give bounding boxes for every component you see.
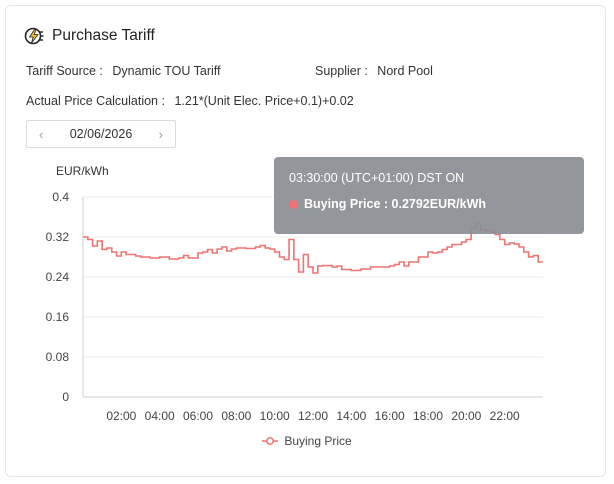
chart-tooltip: 03:30:00 (UTC+01:00) DST ON Buying Price… [274,157,584,234]
price-chart[interactable]: 0 0.08 0.16 0.24 0.32 0.4 02:00 04:00 06:00 08:00… [0,0,614,434]
y-tick-label: 0.08 [46,350,70,364]
date-picker[interactable]: ‹ 02/06/2026 › [26,120,176,148]
supplier: Supplier : Nord Pool [315,64,433,78]
y-tick-label: 0.4 [52,190,69,204]
x-tick-label: 18:00 [413,409,443,423]
lightning-icon [24,27,44,45]
chevron-right-icon[interactable]: › [158,126,163,142]
tariff-source-value: Dynamic TOU Tariff [112,64,221,78]
x-tick-label: 16:00 [375,409,405,423]
panel-header: Purchase Tariff [24,26,155,46]
supplier-value: Nord Pool [377,64,433,78]
legend-label: Buying Price [284,434,352,448]
tariff-source: Tariff Source : Dynamic TOU Tariff [26,64,221,78]
page-title: Purchase Tariff [52,27,155,44]
x-tick-label: 10:00 [260,409,290,423]
purchase-tariff-card [5,5,606,477]
y-axis-unit: EUR/kWh [56,164,109,178]
y-tick-label: 0.24 [46,270,70,284]
date-value[interactable]: 02/06/2026 [69,127,133,141]
tooltip-value: Buying Price : 0.2792EUR/kWh [304,197,487,211]
y-tick-label: 0.32 [46,230,70,244]
y-tick-label: 0.16 [46,310,70,324]
chevron-left-icon[interactable]: ‹ [39,126,44,142]
series-dot [289,199,298,209]
tariff-source-label: Tariff Source : [26,64,103,78]
price-calculation-value: 1.21*(Unit Elec. Price+0.1)+0.02 [174,94,354,108]
x-tick-label: 08:00 [221,409,251,423]
tooltip-value-row: Buying Price : 0.2792EUR/kWh [289,197,486,211]
x-tick-label: 12:00 [298,409,328,423]
price-calculation: Actual Price Calculation : 1.21*(Unit El… [26,94,354,108]
x-tick-label: 04:00 [145,409,175,423]
supplier-label: Supplier : [315,64,368,78]
x-tick-label: 14:00 [336,409,366,423]
chart-legend[interactable]: Buying Price [0,434,614,448]
y-tick-label: 0 [62,390,69,404]
x-tick-label: 20:00 [451,409,481,423]
price-calculation-label: Actual Price Calculation : [26,94,165,108]
x-tick-label: 22:00 [490,409,520,423]
x-tick-label: 06:00 [183,409,213,423]
legend-line-icon [262,437,279,445]
x-tick-label: 02:00 [106,409,136,423]
tooltip-time: 03:30:00 (UTC+01:00) DST ON [289,171,465,185]
